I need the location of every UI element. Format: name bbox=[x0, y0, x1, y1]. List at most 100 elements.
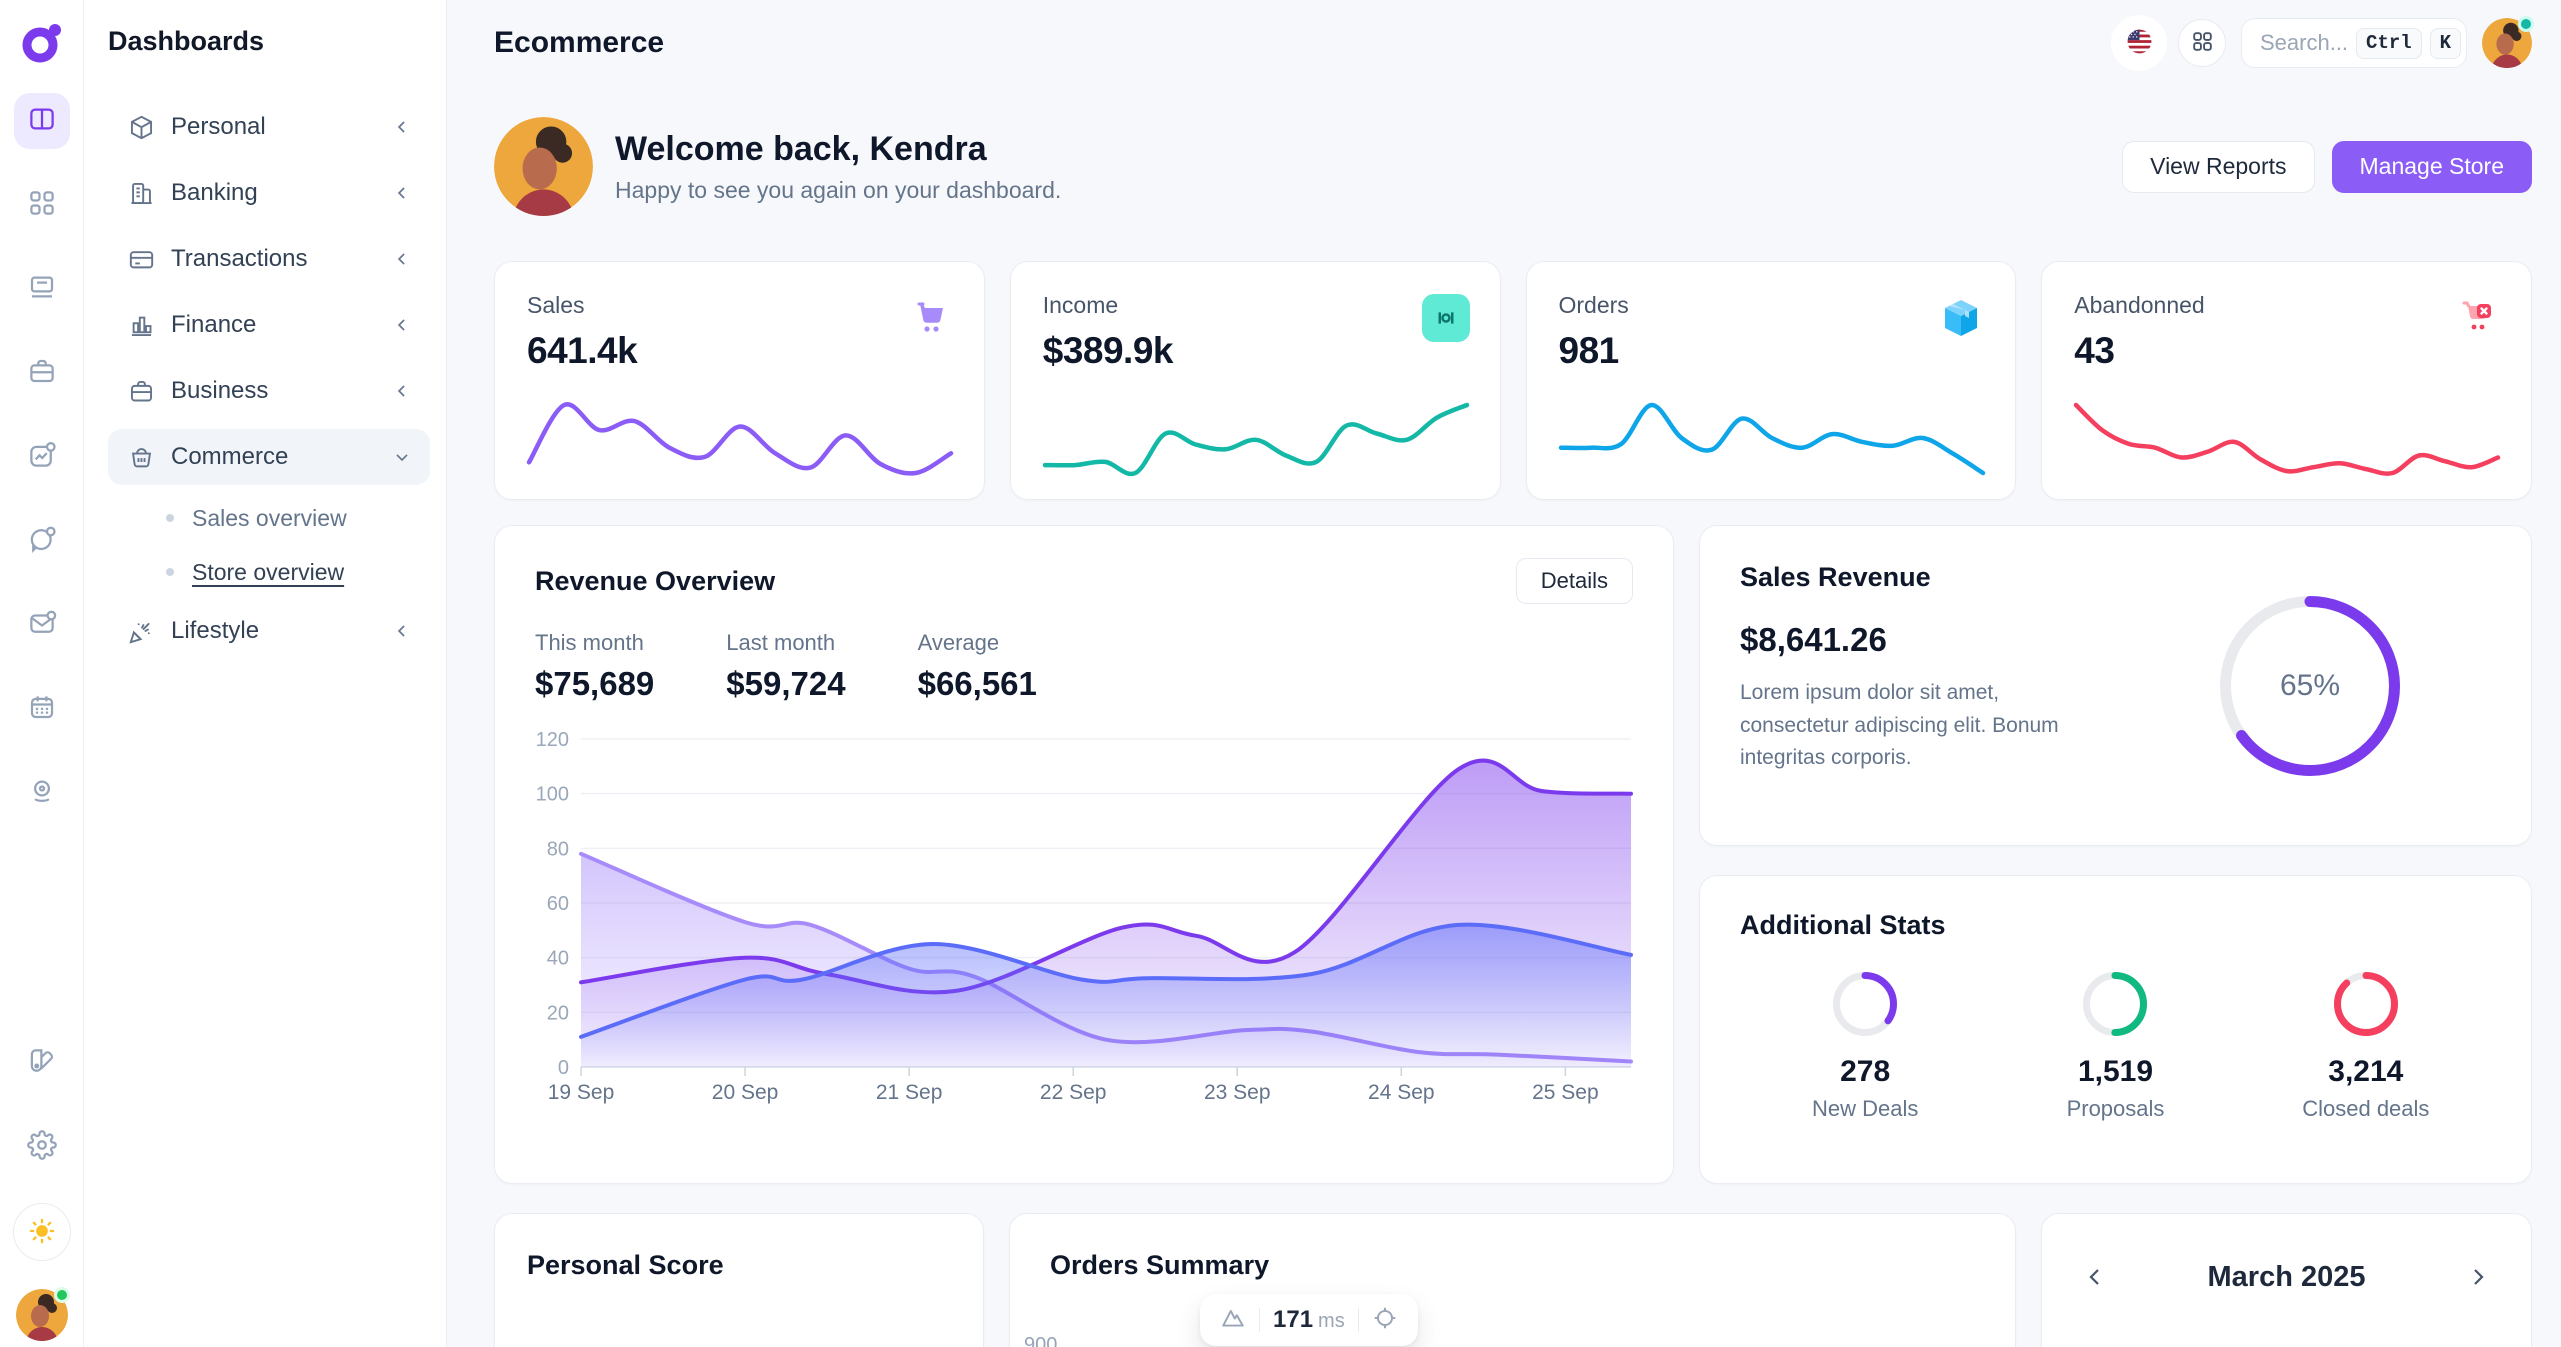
proposals-donut bbox=[2083, 972, 2148, 1036]
rev-stat-value: $66,561 bbox=[917, 665, 1037, 702]
sidebar-subitem-store-overview[interactable]: Store overview bbox=[108, 549, 430, 595]
rail-item-business[interactable] bbox=[14, 345, 70, 401]
stat-value: $389.9k bbox=[1042, 330, 1174, 371]
rev-stat-value: $75,689 bbox=[535, 665, 655, 702]
header-controls: Search... Ctrl K bbox=[2115, 16, 2534, 68]
calendar-prev-button[interactable] bbox=[2076, 1258, 2114, 1296]
closed-deals-donut bbox=[2333, 972, 2398, 1036]
chevron-left-icon bbox=[397, 385, 405, 397]
rail-item-analytics[interactable] bbox=[14, 429, 70, 485]
stat-value: 981 bbox=[1558, 330, 1620, 371]
abandoned-sparkline bbox=[2074, 402, 2501, 476]
calendar-next-button[interactable] bbox=[2459, 1258, 2497, 1296]
manage-store-button[interactable]: Manage Store bbox=[2331, 140, 2532, 193]
sales-revenue-card: Sales Revenue $8,641.26 Lorem ipsum dolo… bbox=[1699, 525, 2532, 846]
revenue-overview-title: Revenue Overview bbox=[535, 565, 776, 596]
sidebar-subitem-label: Store overview bbox=[192, 558, 345, 585]
theme-toggle-button[interactable] bbox=[12, 1203, 71, 1261]
stat-card-income: Income $389.9k bbox=[1009, 261, 1501, 500]
latency-pill: 171 ms bbox=[1200, 1294, 1418, 1346]
stat-card-abandoned: Abandonned 43 bbox=[2041, 261, 2532, 500]
additional-stats-card: Additional Stats 278 New Deals 1,519 Pro… bbox=[1699, 875, 2532, 1184]
mini-stat-value: 3,214 bbox=[2328, 1055, 2404, 1088]
rev-stat-label: Average bbox=[917, 630, 1000, 655]
cash-icon bbox=[1421, 294, 1470, 342]
sales-revenue-value: $8,641.26 bbox=[1740, 621, 1887, 658]
sidebar-subitem-sales-overview[interactable]: Sales overview bbox=[108, 495, 430, 541]
rail-item-settings[interactable] bbox=[14, 1119, 70, 1175]
sidebar-item-lifestyle[interactable]: Lifestyle bbox=[108, 603, 430, 659]
sidebar-item-finance[interactable]: Finance bbox=[108, 297, 430, 353]
package-icon bbox=[1937, 294, 1985, 342]
chat-icon bbox=[27, 524, 57, 559]
icon-rail bbox=[0, 0, 84, 1347]
stat-label: Sales bbox=[527, 292, 585, 318]
rail-item-mail[interactable] bbox=[14, 597, 70, 653]
chevron-down-icon bbox=[396, 454, 408, 462]
mountain-icon[interactable] bbox=[1220, 1305, 1246, 1336]
sidebar-item-personal[interactable]: Personal bbox=[108, 99, 430, 155]
mini-stat-label: New Deals bbox=[1811, 1096, 1919, 1121]
rail-item-components[interactable] bbox=[14, 1035, 70, 1091]
crosshair-icon[interactable] bbox=[1372, 1305, 1398, 1336]
orders-sparkline bbox=[1558, 402, 1985, 476]
calendar-card: March 2025 M T W T F S S bbox=[2041, 1213, 2532, 1347]
chevron-left-icon bbox=[2089, 1269, 2099, 1285]
sidebar-item-business[interactable]: Business bbox=[108, 363, 430, 419]
sales-revenue-description: Lorem ipsum dolor sit amet, consectetur … bbox=[1740, 681, 2059, 770]
mini-stat-value: 1,519 bbox=[2077, 1055, 2154, 1088]
sales-revenue-title: Sales Revenue bbox=[1740, 562, 1931, 592]
rail-item-chat[interactable] bbox=[14, 513, 70, 569]
rail-item-location[interactable] bbox=[14, 765, 70, 821]
apps-menu-button[interactable] bbox=[2178, 19, 2226, 67]
briefcase-icon bbox=[130, 380, 153, 401]
svg-text:20: 20 bbox=[547, 1002, 569, 1024]
welcome-subtitle: Happy to see you again on your dashboard… bbox=[615, 176, 1062, 203]
svg-text:19 Sep: 19 Sep bbox=[548, 1081, 615, 1104]
bar-chart-icon bbox=[131, 316, 152, 336]
rail-item-apps[interactable] bbox=[14, 177, 70, 233]
user-avatar[interactable] bbox=[2482, 16, 2534, 68]
chevron-left-icon bbox=[397, 253, 405, 265]
online-status-dot bbox=[2518, 16, 2534, 32]
main-content: Ecommerce Search... Ctrl K Welcome back bbox=[447, 0, 2561, 1347]
sidebar-item-label: Banking bbox=[171, 179, 258, 206]
search-placeholder: Search... bbox=[2260, 30, 2349, 55]
mini-stat-label: Closed deals bbox=[2302, 1096, 2430, 1121]
svg-text:80: 80 bbox=[547, 838, 569, 860]
pill-divider bbox=[1357, 1308, 1359, 1332]
view-reports-button[interactable]: View Reports bbox=[2122, 140, 2315, 193]
rail-item-dashboards[interactable] bbox=[13, 93, 70, 149]
mail-icon bbox=[27, 608, 57, 643]
rev-stat-label: This month bbox=[535, 630, 644, 655]
sidebar-item-label: Lifestyle bbox=[171, 617, 260, 644]
additional-stats-title: Additional Stats bbox=[1740, 910, 1946, 940]
rail-item-archive[interactable] bbox=[14, 261, 70, 317]
mini-stat-closed-deals: 3,214 Closed deals bbox=[2241, 971, 2491, 1122]
party-popper-icon bbox=[129, 622, 150, 644]
stat-cards-row: Sales 641.4k Income $389.9k Orders 981 A… bbox=[494, 261, 2532, 500]
mini-stat-proposals: 1,519 Proposals bbox=[1990, 971, 2240, 1122]
chevron-left-icon bbox=[397, 121, 405, 133]
sidebar-item-banking[interactable]: Banking bbox=[108, 165, 430, 221]
panels-icon bbox=[27, 104, 57, 139]
kbd-k: K bbox=[2429, 27, 2462, 59]
svg-text:23 Sep: 23 Sep bbox=[1204, 1081, 1271, 1104]
sidebar-item-transactions[interactable]: Transactions bbox=[108, 231, 430, 287]
language-flag-button[interactable] bbox=[2115, 19, 2163, 67]
sidebar-item-commerce[interactable]: Commerce bbox=[108, 429, 430, 485]
search-input[interactable]: Search... Ctrl K bbox=[2241, 18, 2467, 68]
bullet-dot bbox=[166, 514, 174, 522]
rev-stat-value: $59,724 bbox=[726, 665, 846, 702]
sales-revenue-donut: 65% bbox=[2219, 595, 2401, 777]
axis-label-partial: 900 bbox=[1024, 1334, 1058, 1347]
revenue-area-chart: 0 20 40 60 80 100 120 19 Sep 20 Sep 21 Sep 22 Sep 2… bbox=[536, 729, 1633, 1104]
app-logo-icon[interactable] bbox=[20, 21, 64, 65]
details-button[interactable]: Details bbox=[1515, 558, 1633, 604]
sidebar-item-label: Transactions bbox=[171, 245, 308, 272]
revenue-stats: This month $75,689 Last month $59,724 Av… bbox=[535, 630, 1633, 703]
rail-user-avatar[interactable] bbox=[15, 1287, 70, 1341]
rail-item-calendar[interactable] bbox=[14, 681, 70, 737]
stat-value: 641.4k bbox=[527, 330, 638, 371]
chevron-left-icon bbox=[397, 625, 405, 637]
